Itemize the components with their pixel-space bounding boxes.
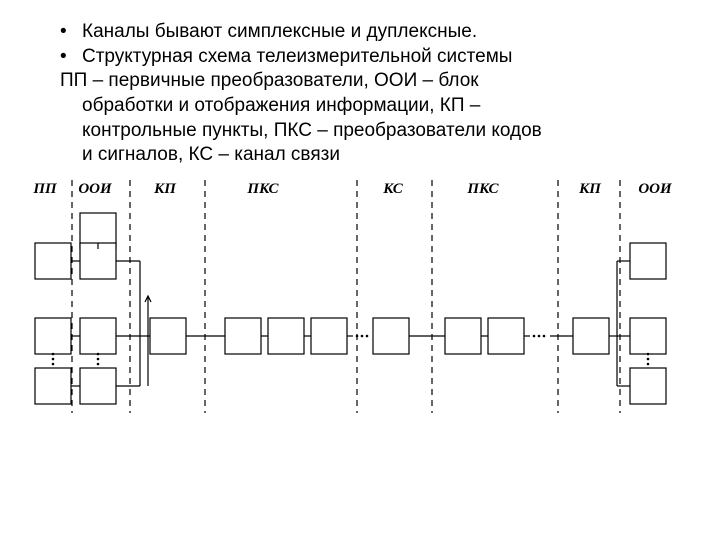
svg-text:ООИ: ООИ (638, 181, 673, 197)
para-line-3: контрольные пункты, ПКС – преобразовател… (60, 119, 690, 144)
svg-text:КП: КП (578, 181, 602, 197)
diagram-container: ПП ООИ КП ПКС КС ПКС КП ООИ (0, 178, 720, 478)
svg-text:ООИ: ООИ (78, 181, 113, 197)
para-line-1: ПП – первичные преобразователи, ООИ – бл… (60, 69, 690, 94)
svg-text:ПКС: ПКС (466, 181, 499, 197)
para-line-2: обработки и отображения информации, КП – (60, 94, 690, 119)
svg-text:КС: КС (382, 181, 403, 197)
block-diagram: ПП ООИ КП ПКС КС ПКС КП ООИ (0, 178, 720, 478)
svg-text:КП: КП (153, 181, 177, 197)
slide-text: Каналы бывают симплексные и дуплексные. … (0, 0, 720, 178)
svg-text:ПКС: ПКС (246, 181, 279, 197)
bullet-line-2: Структурная схема телеизмерительной сист… (60, 45, 690, 70)
para-line-4: и сигналов, КС – канал связи (60, 143, 690, 168)
svg-text:ПП: ПП (32, 181, 58, 197)
bullet-line-1: Каналы бывают симплексные и дуплексные. (60, 20, 690, 45)
